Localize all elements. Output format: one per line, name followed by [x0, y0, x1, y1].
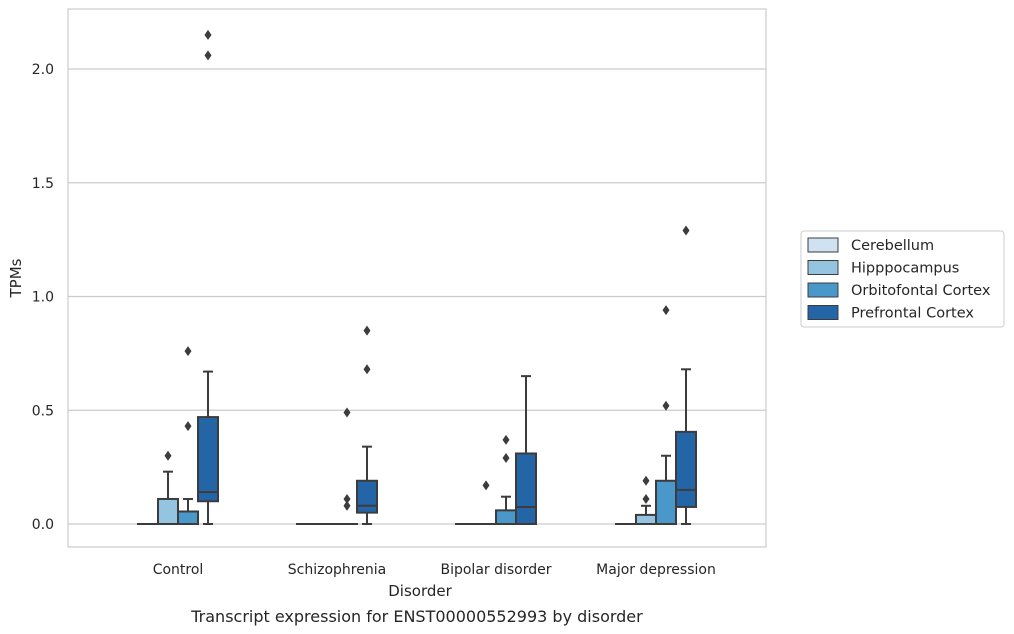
legend: Cerebellum Hipppocampus Orbitofontal Corte…: [800, 230, 1005, 328]
outlier-point: [343, 493, 351, 504]
legend-label: Hipppocampus: [851, 261, 959, 277]
outlier-point: [682, 225, 690, 236]
x-tick-label: Schizophrenia: [288, 562, 386, 578]
chart-caption: Transcript expression for ENST0000055299…: [190, 607, 643, 626]
outlier-point: [343, 407, 351, 418]
outlier-point: [363, 325, 371, 336]
outlier-point: [164, 450, 172, 461]
outlier-point: [184, 421, 192, 432]
box-body: [515, 452, 537, 526]
series-orbitofontal-cortex: [177, 305, 677, 526]
series-prefrontal-cortex: [197, 29, 697, 526]
x-tick-label: Major depression: [596, 562, 716, 578]
x-tick-label: Control: [153, 562, 204, 578]
outlier-point: [502, 434, 510, 445]
outlier-point: [204, 29, 212, 40]
box-body: [356, 479, 378, 514]
box-body: [655, 479, 677, 525]
legend-frame: [800, 230, 1005, 328]
legend-swatch: [807, 282, 839, 298]
outlier-point: [204, 50, 212, 61]
legend-label: Prefrontal Cortex: [851, 306, 974, 322]
y-tick-label: 2.0: [32, 62, 54, 78]
box: [157, 450, 179, 526]
axis-ticks: 0.0 0.5 1.0 1.5 2.0 Control Schizophrenia Bipol…: [32, 62, 716, 578]
box: [336, 407, 358, 526]
outlier-point: [502, 453, 510, 464]
x-axis-title: Disorder: [388, 582, 452, 600]
box-body: [635, 513, 657, 526]
box: [356, 325, 378, 525]
box: [515, 375, 537, 526]
legend-swatch: [807, 237, 839, 253]
box: [675, 225, 697, 525]
y-tick-label: 0.5: [32, 403, 54, 419]
x-tick-label: Bipolar disorder: [440, 562, 551, 578]
box-body: [495, 509, 517, 526]
outlier-point: [662, 305, 670, 316]
legend-swatch: [807, 305, 839, 320]
box: [177, 346, 199, 525]
outlier-point: [642, 493, 650, 504]
y-axis-title: TPMs: [7, 258, 25, 298]
box-series: [137, 29, 697, 526]
box-body: [157, 497, 179, 526]
outlier-point: [662, 400, 670, 411]
legend-label: Cerebellum: [851, 238, 934, 254]
box-body: [177, 510, 199, 525]
outlier-point: [184, 346, 192, 357]
y-tick-label: 1.5: [32, 176, 54, 192]
box-body: [675, 430, 697, 508]
y-tick-label: 1.0: [32, 290, 54, 306]
outlier-point: [482, 480, 490, 491]
outlier-point: [343, 500, 351, 511]
outlier-point: [363, 364, 371, 375]
y-tick-label: 0.0: [32, 517, 54, 533]
series-hipppocampus: [157, 450, 657, 526]
legend-label: Orbitofontal Cortex: [851, 283, 991, 299]
box: [197, 29, 219, 525]
box-body: [197, 416, 219, 503]
legend-swatch: [807, 260, 839, 275]
plot-area: [67, 8, 767, 548]
outlier-point: [642, 475, 650, 486]
